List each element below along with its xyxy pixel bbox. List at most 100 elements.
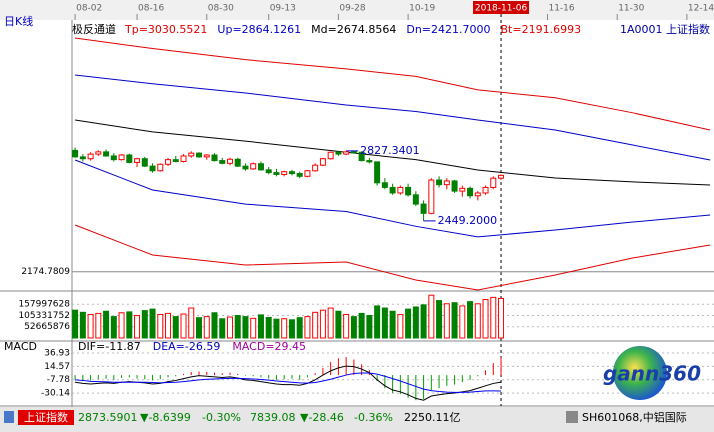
x-tick-label: 09-28 — [339, 4, 365, 14]
volume-bar — [226, 316, 233, 339]
volume-bar — [498, 297, 505, 339]
channel-line — [75, 119, 711, 186]
candle-body — [459, 187, 466, 192]
volume-bar — [343, 313, 350, 339]
candle-body — [219, 160, 226, 164]
candle-body — [87, 153, 94, 160]
candle-body — [374, 161, 381, 184]
candle-body — [312, 164, 319, 172]
x-tick-label: 11-30 — [618, 4, 644, 14]
candle-body — [350, 151, 357, 154]
volume-bar — [234, 315, 241, 339]
volume-bar — [95, 312, 102, 339]
indicator-param: Md=2674.8564 — [311, 23, 396, 36]
index-name[interactable]: 上证指数 — [24, 410, 68, 424]
candle-body — [327, 151, 334, 160]
x-tick-label: 12-14 — [688, 4, 714, 14]
volume-bar — [490, 296, 497, 339]
candle-body — [110, 155, 117, 161]
volume-bar — [405, 308, 412, 339]
status-item: -0.36% — [354, 411, 393, 424]
candle-body — [451, 180, 458, 192]
candle-body — [226, 158, 233, 164]
candle-body — [443, 180, 450, 186]
stock-name[interactable]: SH601068,中铝国际 — [582, 410, 687, 424]
candle-body — [482, 186, 489, 194]
candle-body — [196, 152, 203, 158]
volume-bar — [288, 319, 295, 339]
volume-bar — [273, 318, 280, 339]
status-item: 2250.11亿 — [404, 411, 461, 424]
candle-body — [428, 179, 435, 214]
volume-bar — [312, 311, 319, 339]
candle-body — [358, 151, 365, 162]
indicator-param: Up=2864.1261 — [217, 23, 301, 36]
volume-bar — [443, 303, 450, 339]
candle-body — [257, 163, 264, 171]
volume-bar — [126, 311, 133, 339]
channel-line — [75, 37, 711, 131]
channel-line — [74, 159, 711, 238]
x-tick-label: 08-02 — [76, 4, 102, 14]
candle-body — [149, 165, 156, 172]
y-tick-label: -30.14 — [41, 389, 70, 399]
x-tick-label: 11-16 — [548, 4, 574, 14]
volume-bar — [304, 316, 311, 339]
plot: 08-02 08-16 08-30 09-13 09-28 10-19 11-16 11-30… — [4, 1, 714, 406]
candle-body — [288, 171, 295, 175]
volume-bar — [141, 310, 148, 339]
volume-bar — [165, 312, 172, 339]
icon — [566, 411, 578, 423]
volume-bar — [436, 300, 443, 339]
volume-bar — [366, 315, 373, 339]
candle-body — [335, 151, 342, 155]
candle-body — [72, 149, 79, 158]
volume-bar — [358, 312, 365, 339]
candle-body — [95, 151, 102, 155]
volume-bar — [296, 317, 303, 339]
volume-bar — [319, 309, 326, 339]
date-bar — [0, 0, 714, 20]
candle-body — [165, 159, 172, 165]
volume-bar — [188, 307, 195, 339]
volume-bar — [72, 309, 79, 339]
candle-body — [366, 160, 373, 163]
volume-bar — [335, 310, 342, 339]
volume-bar — [211, 312, 218, 339]
volume-bar — [134, 315, 141, 339]
status-item: -0.30% — [202, 411, 241, 424]
volume-bar — [180, 313, 187, 339]
volume-bar — [118, 312, 125, 339]
x-tick-label: 09-13 — [270, 4, 296, 14]
y-tick-label: 157997628 — [18, 300, 70, 310]
candle-body — [250, 163, 257, 170]
candle-body — [211, 154, 218, 162]
status-item: ▼-8.6399 — [140, 411, 191, 424]
candle-body — [273, 172, 280, 175]
volume-bar — [374, 305, 381, 339]
candle-body — [304, 170, 311, 177]
candle-body — [265, 169, 272, 174]
candle-body — [281, 171, 288, 175]
x-tick-label: 08-30 — [208, 4, 234, 14]
candle-body — [79, 156, 86, 160]
indicator-param: Bt=2191.6993 — [501, 23, 582, 36]
index-box — [18, 410, 74, 425]
status-bar — [0, 407, 714, 432]
macd-label: DIF=-11.87 — [78, 340, 141, 353]
volume-bar — [420, 304, 427, 339]
annotation: 2827.3401 — [360, 144, 420, 157]
volume-bar — [87, 313, 94, 339]
volume-bar — [350, 316, 357, 339]
candle-body — [157, 163, 164, 172]
macd-label: DEA=-26.59 — [153, 340, 221, 353]
candle-body — [172, 159, 179, 163]
volume-bar — [389, 310, 396, 339]
y-tick-label: -7.78 — [47, 375, 71, 385]
icon — [4, 411, 14, 423]
volume-bar — [250, 317, 257, 339]
volume-bar — [482, 298, 489, 339]
volume-bar — [412, 306, 419, 339]
candle-body — [490, 177, 497, 188]
